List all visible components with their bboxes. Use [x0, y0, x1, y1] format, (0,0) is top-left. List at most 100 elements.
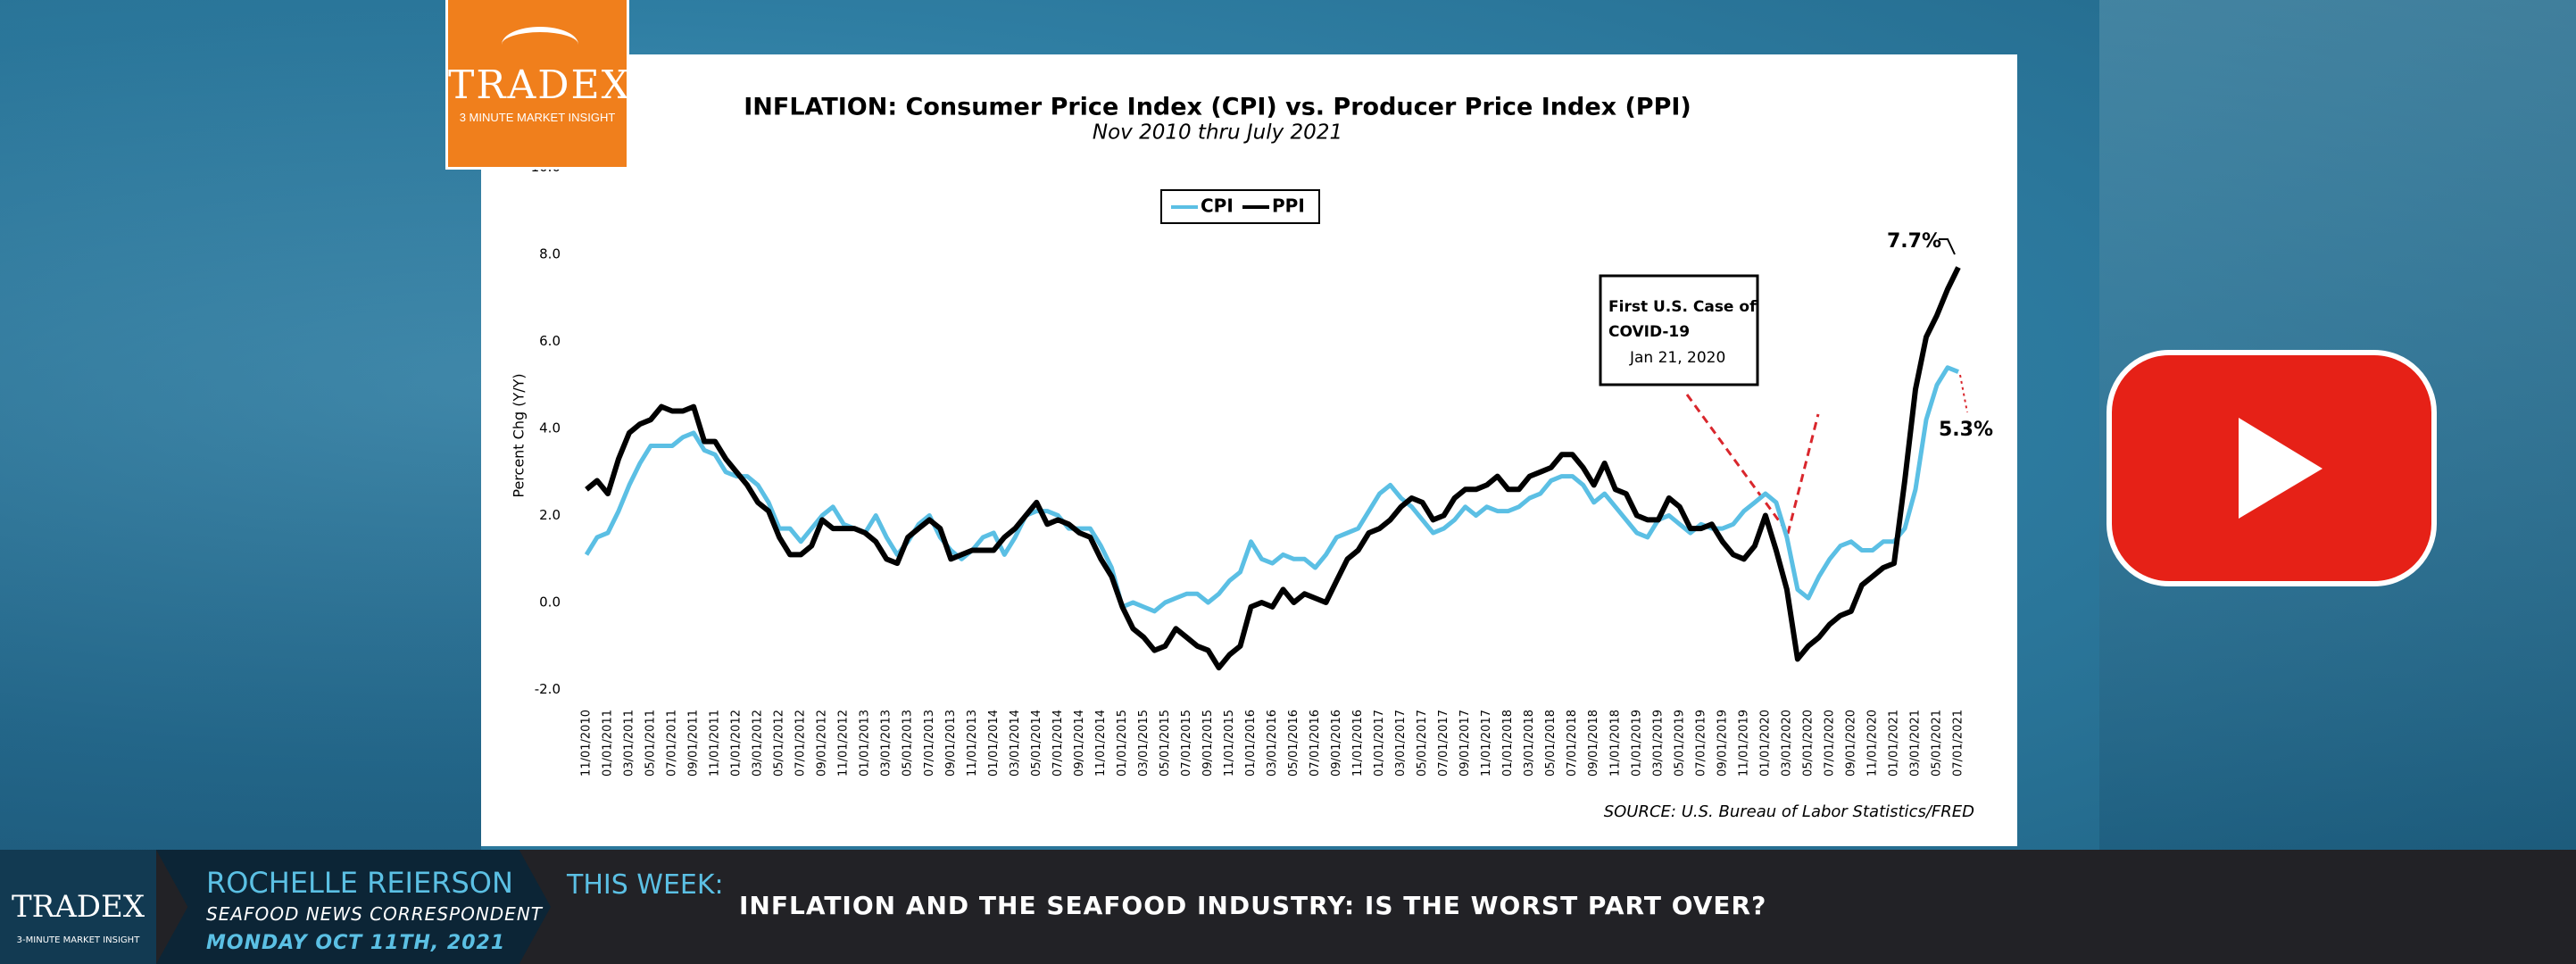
annotation: 7.7%	[1887, 230, 1941, 253]
x-tick-label: 07/01/2021	[1952, 710, 1965, 777]
logo-icon	[502, 27, 578, 62]
x-tick-label: 09/01/2016	[1330, 710, 1343, 777]
annotation-line	[1939, 238, 1956, 255]
annotation-box	[1599, 274, 1759, 386]
play-button[interactable]	[2107, 350, 2437, 586]
annotation: COVID-19	[1608, 323, 1690, 341]
x-tick-label: 09/01/2019	[1716, 710, 1729, 777]
x-tick-label: 11/01/2015	[1223, 710, 1236, 777]
y-tick-label: 4.0	[539, 420, 561, 436]
chart-subtitle: Nov 2010 thru July 2021	[1093, 121, 1342, 145]
x-tick-label: 07/01/2017	[1437, 710, 1450, 777]
x-tick-label: 09/01/2012	[816, 710, 829, 777]
x-tick-label: 01/01/2013	[859, 710, 872, 777]
lower-logo-tagline: 3-MINUTE MARKET INSIGHT	[16, 935, 140, 945]
source: SOURCE: U.S. Bureau of Labor Statistics/…	[1604, 802, 1974, 821]
x-tick-label: 03/01/2019	[1651, 710, 1665, 777]
x-tick-label: 03/01/2011	[623, 710, 636, 777]
x-tick-label: 01/01/2017	[1373, 710, 1386, 777]
x-tick-label: 09/01/2013	[944, 710, 958, 777]
y-tick-label: -2.0	[535, 681, 561, 697]
x-tick-label: 05/01/2017	[1416, 710, 1429, 777]
x-tick-label: 09/01/2018	[1587, 710, 1600, 777]
x-tick-label: 07/01/2014	[1051, 710, 1065, 777]
presenter-name: ROCHELLE REIERSON	[206, 866, 513, 900]
x-tick-label: 05/01/2011	[644, 710, 658, 777]
x-tick-label: 07/01/2018	[1566, 710, 1579, 777]
x-tick-label: 01/01/2018	[1501, 710, 1515, 777]
date: MONDAY OCT 11TH, 2021	[206, 932, 506, 954]
x-tick-label: 09/01/2020	[1844, 710, 1857, 777]
x-tick-label: 09/01/2017	[1458, 710, 1472, 777]
annotation: Jan 21, 2020	[1629, 349, 1725, 367]
x-tick-label: 03/01/2012	[752, 710, 765, 777]
series-line	[585, 266, 1961, 671]
x-tick-label: 01/01/2015	[1116, 710, 1129, 777]
lower-third: TRADEX 3-MINUTE MARKET INSIGHT ROCHELLE …	[0, 850, 2576, 964]
legend-label: PPI	[1272, 195, 1305, 217]
x-tick-label: 03/01/2015	[1137, 710, 1151, 777]
this-week-label: THIS WEEK:	[567, 869, 724, 901]
x-tick-label: 11/01/2019	[1737, 710, 1750, 777]
x-tick-label: 07/01/2013	[923, 710, 936, 777]
logo: TRADEX 3 MINUTE MARKET INSIGHT	[445, 0, 629, 170]
x-tick-label: 05/01/2013	[902, 710, 915, 777]
x-tick-label: 07/01/2011	[666, 710, 679, 777]
y-axis-label: Percent Chg (Y/Y)	[511, 373, 528, 497]
y-tick-label: 6.0	[539, 333, 561, 349]
legend-label: CPI	[1201, 195, 1234, 217]
annotation: First U.S. Case of	[1608, 298, 1757, 316]
chart-title: INFLATION: Consumer Price Index (CPI) vs…	[744, 94, 1691, 121]
x-tick-label: 01/01/2014	[987, 710, 1001, 777]
play-icon	[2239, 418, 2323, 519]
x-tick-label: 03/01/2014	[1009, 710, 1022, 777]
x-tick-label: 05/01/2014	[1030, 710, 1043, 777]
x-tick-label: 03/01/2016	[1266, 710, 1279, 777]
x-tick-label: 01/01/2020	[1758, 710, 1772, 777]
x-tick-label: 05/01/2012	[773, 710, 786, 777]
x-tick-label: 09/01/2011	[687, 710, 701, 777]
lower-logo-text: TRADEX	[11, 889, 145, 925]
x-tick-label: 11/01/2010	[580, 710, 594, 777]
x-tick-label: 03/01/2017	[1394, 710, 1408, 777]
logo-text: TRADEX	[448, 62, 631, 108]
x-tick-label: 03/01/2018	[1523, 710, 1536, 777]
x-tick-label: 11/01/2016	[1351, 710, 1365, 777]
x-tick-label: 05/01/2021	[1930, 710, 1943, 777]
presenter-role: SEAFOOD NEWS CORRESPONDENT	[206, 903, 543, 925]
logo-tagline: 3 MINUTE MARKET INSIGHT	[459, 111, 616, 124]
chart-panel	[481, 54, 2017, 846]
annotation-line	[1786, 413, 1820, 535]
x-tick-label: 07/01/2020	[1823, 710, 1836, 777]
x-tick-label: 03/01/2013	[880, 710, 893, 777]
x-tick-label: 07/01/2015	[1180, 710, 1193, 777]
x-tick-label: 01/01/2016	[1244, 710, 1258, 777]
y-tick-label: 2.0	[539, 507, 561, 523]
x-tick-label: 05/01/2020	[1801, 710, 1815, 777]
x-tick-label: 01/01/2011	[602, 710, 615, 777]
x-tick-label: 07/01/2012	[794, 710, 808, 777]
x-tick-label: 11/01/2011	[709, 710, 722, 777]
annotation-line	[1959, 374, 1968, 413]
chart: INFLATION: Consumer Price Index (CPI) vs…	[481, 54, 2017, 846]
x-tick-label: 11/01/2017	[1480, 710, 1493, 777]
x-tick-label: 01/01/2021	[1887, 710, 1900, 777]
x-tick-label: 03/01/2021	[1908, 710, 1922, 777]
x-tick-label: 07/01/2016	[1309, 710, 1322, 777]
x-tick-label: 05/01/2019	[1673, 710, 1686, 777]
x-tick-label: 11/01/2012	[837, 710, 851, 777]
background-left	[0, 0, 481, 850]
x-tick-label: 11/01/2014	[1094, 710, 1108, 777]
x-tick-label: 11/01/2020	[1866, 710, 1879, 777]
annotation: 5.3%	[1939, 419, 1993, 441]
headline: INFLATION AND THE SEAFOOD INDUSTRY: IS T…	[739, 891, 1767, 920]
name-panel: ROCHELLE REIERSON SEAFOOD NEWS CORRESPON…	[156, 850, 551, 964]
y-tick-label: 8.0	[539, 246, 561, 262]
x-tick-label: 03/01/2020	[1780, 710, 1793, 777]
annotation-line	[1685, 394, 1784, 527]
x-tick-label: 05/01/2018	[1544, 710, 1558, 777]
x-tick-label: 07/01/2019	[1694, 710, 1708, 777]
x-tick-label: 01/01/2019	[1630, 710, 1643, 777]
x-tick-label: 05/01/2016	[1287, 710, 1300, 777]
